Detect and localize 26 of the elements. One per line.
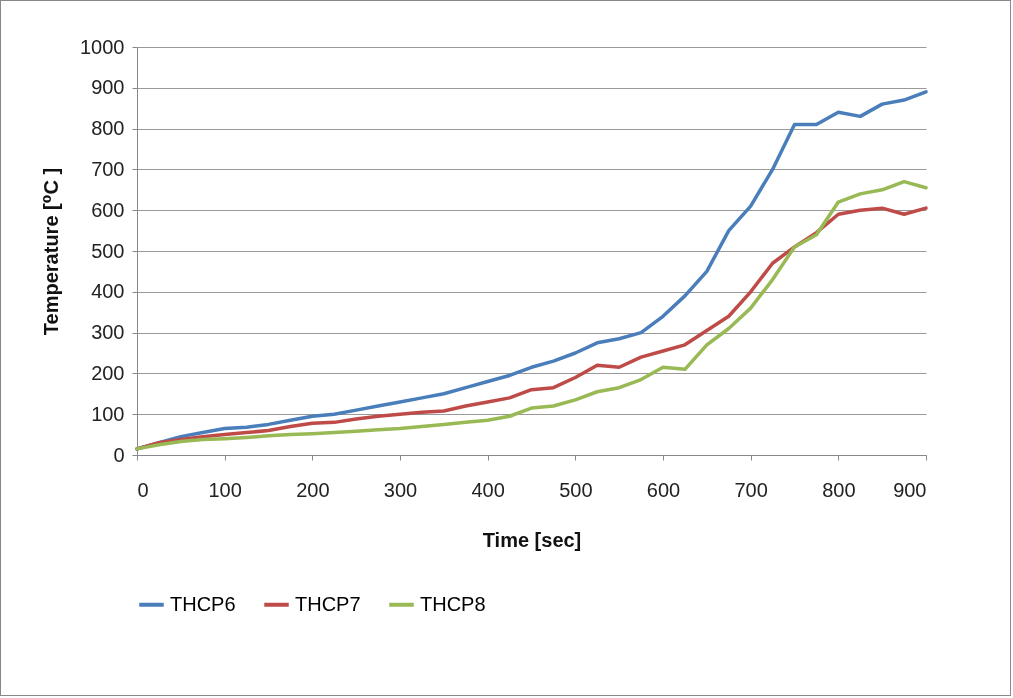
x-tick-label: 0 [137, 478, 149, 501]
x-tick-label: 300 [383, 478, 418, 501]
legend-label: THCP7 [295, 592, 361, 615]
legend-label: THCP6 [170, 592, 236, 615]
y-tick-label: 400 [91, 280, 125, 303]
y-tick-label: 500 [91, 239, 125, 262]
x-axis-title: Time [sec] [482, 528, 582, 551]
y-tick-label: 600 [91, 198, 125, 221]
x-tick-label: 400 [471, 478, 505, 501]
y-tick-label: 1000 [80, 35, 125, 58]
legend-label: THCP8 [420, 592, 486, 615]
y-tick-label: 100 [91, 402, 125, 425]
y-tick-label: 800 [91, 117, 125, 140]
x-tick-label: 900 [893, 478, 927, 501]
y-axis-title: Temperature [⁰C ] [40, 167, 63, 336]
y-tick-label: 200 [91, 361, 125, 384]
x-tick-label: 500 [559, 478, 593, 501]
x-tick-label: 600 [646, 478, 681, 501]
y-tick-label: 700 [91, 157, 125, 180]
x-tick-label: 700 [734, 478, 768, 501]
y-tick-label: 0 [113, 443, 125, 466]
x-tick-label: 200 [296, 478, 330, 501]
y-tick-label: 300 [91, 321, 125, 344]
x-tick-label: 100 [208, 478, 242, 501]
y-tick-label: 900 [91, 76, 125, 99]
x-tick-label: 800 [822, 478, 856, 501]
